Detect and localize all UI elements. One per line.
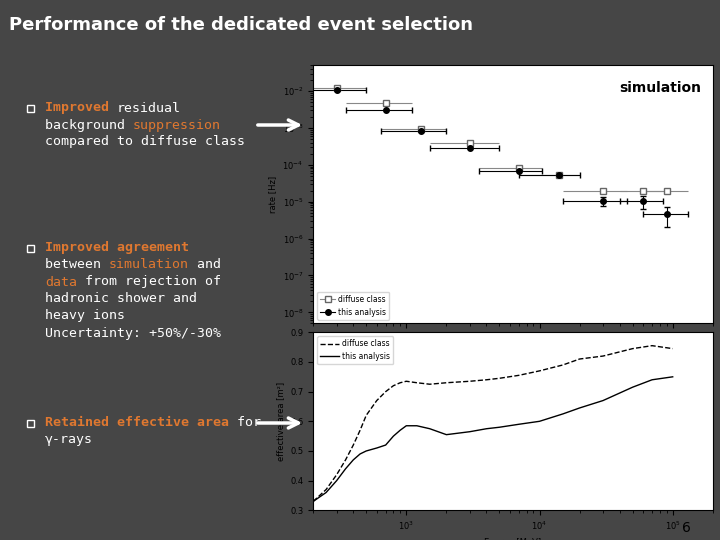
- diffuse class: [356, 427, 364, 434]
- Bar: [27, 420, 34, 427]
- X-axis label: Energy [MeV]: Energy [MeV]: [485, 538, 541, 540]
- Text: 6: 6: [683, 521, 691, 535]
- this analysis: [442, 431, 451, 438]
- this analysis: [648, 376, 657, 383]
- diffuse class: [333, 471, 341, 478]
- diffuse class: [495, 375, 504, 382]
- this analysis: [515, 421, 523, 428]
- Text: compared to diffuse class: compared to diffuse class: [45, 136, 245, 148]
- this analysis: [413, 422, 421, 429]
- diffuse class: [559, 362, 567, 368]
- Text: simulation: simulation: [618, 81, 701, 95]
- Text: and: and: [189, 259, 221, 272]
- Text: heavy ions: heavy ions: [45, 309, 125, 322]
- diffuse class: [341, 457, 350, 463]
- this analysis: [382, 442, 390, 448]
- diffuse class: [349, 442, 358, 448]
- Text: background: background: [45, 118, 133, 132]
- this analysis: [482, 426, 491, 432]
- X-axis label: reconstructed Energy [MeV]: reconstructed Energy [MeV]: [454, 351, 572, 360]
- Text: γ-rays: γ-rays: [45, 434, 93, 447]
- this analysis: [396, 427, 405, 434]
- diffuse class: [599, 353, 608, 359]
- this analysis: [575, 404, 584, 411]
- this analysis: [668, 374, 677, 380]
- diffuse class: [389, 382, 397, 389]
- this analysis: [426, 426, 434, 432]
- diffuse class: [372, 397, 381, 404]
- Text: from rejection of: from rejection of: [77, 275, 221, 288]
- this analysis: [599, 397, 608, 404]
- Text: Improved: Improved: [45, 102, 117, 114]
- diffuse class: [629, 346, 637, 352]
- diffuse class: [575, 356, 584, 362]
- this analysis: [349, 457, 358, 463]
- this analysis: [341, 465, 350, 472]
- diffuse class: [402, 378, 410, 384]
- this analysis: [322, 489, 330, 496]
- Line: this analysis: this analysis: [313, 377, 672, 502]
- Text: between: between: [45, 259, 109, 272]
- diffuse class: [466, 378, 474, 384]
- this analysis: [333, 477, 341, 484]
- diffuse class: [515, 372, 523, 379]
- diffuse class: [322, 487, 330, 493]
- this analysis: [495, 424, 504, 430]
- Y-axis label: rate [Hz]: rate [Hz]: [268, 176, 277, 213]
- Text: residual: residual: [117, 102, 181, 114]
- Text: simulation: simulation: [109, 259, 189, 272]
- diffuse class: [426, 381, 434, 388]
- Text: data: data: [45, 275, 77, 288]
- this analysis: [389, 433, 397, 440]
- this analysis: [362, 448, 371, 454]
- this analysis: [559, 410, 567, 417]
- Text: hadronic shower and: hadronic shower and: [45, 293, 197, 306]
- Bar: [27, 245, 34, 252]
- Text: Retained effective area: Retained effective area: [45, 416, 229, 429]
- diffuse class: [362, 412, 371, 418]
- Y-axis label: effective area [m²]: effective area [m²]: [276, 382, 284, 461]
- Text: Improved agreement: Improved agreement: [45, 241, 189, 254]
- Text: suppression: suppression: [133, 118, 221, 132]
- diffuse class: [442, 380, 451, 386]
- Text: Uncertainty: +50%/-30%: Uncertainty: +50%/-30%: [45, 327, 221, 340]
- diffuse class: [396, 380, 405, 386]
- diffuse class: [482, 376, 491, 383]
- diffuse class: [535, 368, 544, 374]
- this analysis: [402, 422, 410, 429]
- Text: Performance of the dedicated event selection: Performance of the dedicated event selec…: [9, 16, 472, 34]
- this analysis: [372, 445, 381, 451]
- diffuse class: [309, 498, 318, 505]
- diffuse class: [413, 380, 421, 386]
- this analysis: [466, 428, 474, 435]
- diffuse class: [668, 346, 677, 352]
- Legend: diffuse class, this analysis: diffuse class, this analysis: [317, 336, 393, 364]
- diffuse class: [648, 342, 657, 349]
- Legend: diffuse class, this analysis: diffuse class, this analysis: [317, 292, 390, 320]
- this analysis: [629, 384, 637, 390]
- this analysis: [309, 498, 318, 505]
- this analysis: [356, 451, 364, 457]
- this analysis: [535, 418, 544, 424]
- Line: diffuse class: diffuse class: [313, 346, 672, 502]
- Bar: [27, 105, 34, 111]
- Text: for: for: [229, 416, 261, 429]
- diffuse class: [382, 388, 390, 395]
